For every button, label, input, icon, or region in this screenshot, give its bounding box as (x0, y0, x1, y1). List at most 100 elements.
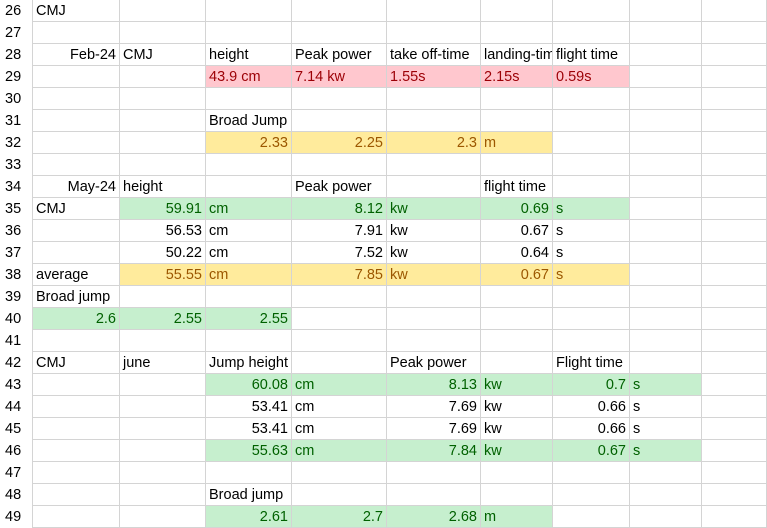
cell-feb-broad-1[interactable]: 2.33 (206, 132, 292, 154)
row-header-37[interactable]: 37 (0, 242, 33, 264)
empty-cell[interactable] (702, 0, 767, 22)
cell-may-broad-2[interactable]: 2.55 (120, 308, 206, 330)
cell-june-r4-power[interactable]: 7.84 (387, 440, 481, 462)
empty-cell[interactable] (206, 88, 292, 110)
cell-may-avg-flight[interactable]: 0.67 (481, 264, 553, 286)
empty-cell[interactable] (702, 506, 767, 528)
cell-june-broad-3[interactable]: 2.68 (387, 506, 481, 528)
cell-june-r4-flight[interactable]: 0.67 (553, 440, 630, 462)
cell-feb-v-height[interactable]: 43.9 cm (206, 66, 292, 88)
empty-cell[interactable] (481, 110, 553, 132)
empty-cell[interactable] (292, 352, 387, 374)
row-header-41[interactable]: 41 (0, 330, 33, 352)
empty-cell[interactable] (630, 154, 702, 176)
cell-feb-label[interactable]: CMJ (120, 44, 206, 66)
row-header-27[interactable]: 27 (0, 22, 33, 44)
cell-may-avg-pu[interactable]: kw (387, 264, 481, 286)
empty-cell[interactable] (292, 22, 387, 44)
empty-cell[interactable] (630, 22, 702, 44)
row-header-46[interactable]: 46 (0, 440, 33, 462)
empty-cell[interactable] (481, 330, 553, 352)
empty-cell[interactable] (702, 308, 767, 330)
empty-cell[interactable] (387, 330, 481, 352)
cell-june-r1-power[interactable]: 8.13 (387, 374, 481, 396)
empty-cell[interactable] (702, 352, 767, 374)
empty-cell[interactable] (702, 242, 767, 264)
row-header-40[interactable]: 40 (0, 308, 33, 330)
cell-june-r3-fu[interactable]: s (630, 418, 702, 440)
cell-title-cmj[interactable]: CMJ (33, 0, 120, 22)
cell-june-r2-hu[interactable]: cm (292, 396, 387, 418)
empty-cell[interactable] (120, 132, 206, 154)
cell-may-date[interactable]: May-24 (33, 176, 120, 198)
cell-june-r4-fu[interactable]: s (630, 440, 702, 462)
cell-feb-broad-3[interactable]: 2.3 (387, 132, 481, 154)
cell-may-r3-power[interactable]: 7.52 (292, 242, 387, 264)
empty-cell[interactable] (292, 484, 387, 506)
cell-june-r2-fu[interactable]: s (630, 396, 702, 418)
cell-may-r3-height[interactable]: 50.22 (120, 242, 206, 264)
cell-may-r3-fu[interactable]: s (553, 242, 630, 264)
empty-cell[interactable] (702, 198, 767, 220)
cell-may-r1-flight[interactable]: 0.69 (481, 198, 553, 220)
empty-cell[interactable] (387, 110, 481, 132)
cell-may-h-power[interactable]: Peak power (292, 176, 387, 198)
empty-cell[interactable] (702, 418, 767, 440)
empty-cell[interactable] (702, 132, 767, 154)
row-header-32[interactable]: 32 (0, 132, 33, 154)
empty-cell[interactable] (120, 440, 206, 462)
empty-cell[interactable] (481, 352, 553, 374)
empty-cell[interactable] (553, 484, 630, 506)
empty-cell[interactable] (120, 396, 206, 418)
cell-may-broad-1[interactable]: 2.6 (33, 308, 120, 330)
empty-cell[interactable] (553, 88, 630, 110)
empty-cell[interactable] (33, 242, 120, 264)
empty-cell[interactable] (292, 88, 387, 110)
cell-may-h-height[interactable]: height (120, 176, 206, 198)
empty-cell[interactable] (292, 154, 387, 176)
cell-june-h-power[interactable]: Peak power (387, 352, 481, 374)
empty-cell[interactable] (33, 418, 120, 440)
empty-cell[interactable] (630, 220, 702, 242)
empty-cell[interactable] (33, 440, 120, 462)
empty-cell[interactable] (120, 374, 206, 396)
row-header-36[interactable]: 36 (0, 220, 33, 242)
cell-june-broad-label[interactable]: Broad jump (206, 484, 292, 506)
cell-june-r2-power[interactable]: 7.69 (387, 396, 481, 418)
empty-cell[interactable] (702, 462, 767, 484)
cell-may-r2-fu[interactable]: s (553, 220, 630, 242)
empty-cell[interactable] (630, 462, 702, 484)
cell-june-month[interactable]: june (120, 352, 206, 374)
empty-cell[interactable] (702, 264, 767, 286)
empty-cell[interactable] (630, 0, 702, 22)
empty-cell[interactable] (33, 462, 120, 484)
cell-feb-h-takeoff[interactable]: take off-time (387, 44, 481, 66)
cell-feb-broad-unit[interactable]: m (481, 132, 553, 154)
row-header-43[interactable]: 43 (0, 374, 33, 396)
empty-cell[interactable] (630, 44, 702, 66)
empty-cell[interactable] (630, 352, 702, 374)
empty-cell[interactable] (630, 66, 702, 88)
cell-may-r2-power[interactable]: 7.91 (292, 220, 387, 242)
cell-june-broad-2[interactable]: 2.7 (292, 506, 387, 528)
empty-cell[interactable] (120, 330, 206, 352)
empty-cell[interactable] (292, 462, 387, 484)
empty-cell[interactable] (630, 506, 702, 528)
row-header-35[interactable]: 35 (0, 198, 33, 220)
cell-june-r1-height[interactable]: 60.08 (206, 374, 292, 396)
empty-cell[interactable] (292, 0, 387, 22)
empty-cell[interactable] (206, 462, 292, 484)
empty-cell[interactable] (702, 484, 767, 506)
cell-june-r4-hu[interactable]: cm (292, 440, 387, 462)
cell-june-r1-hu[interactable]: cm (292, 374, 387, 396)
row-header-26[interactable]: 26 (0, 0, 33, 22)
cell-may-broad-label[interactable]: Broad jump (33, 286, 120, 308)
cell-june-r3-height[interactable]: 53.41 (206, 418, 292, 440)
cell-may-r3-pu[interactable]: kw (387, 242, 481, 264)
row-header-34[interactable]: 34 (0, 176, 33, 198)
empty-cell[interactable] (120, 88, 206, 110)
cell-june-r3-pu[interactable]: kw (481, 418, 553, 440)
cell-june-h-height[interactable]: Jump height (206, 352, 292, 374)
cell-may-avg-height[interactable]: 55.55 (120, 264, 206, 286)
empty-cell[interactable] (702, 440, 767, 462)
